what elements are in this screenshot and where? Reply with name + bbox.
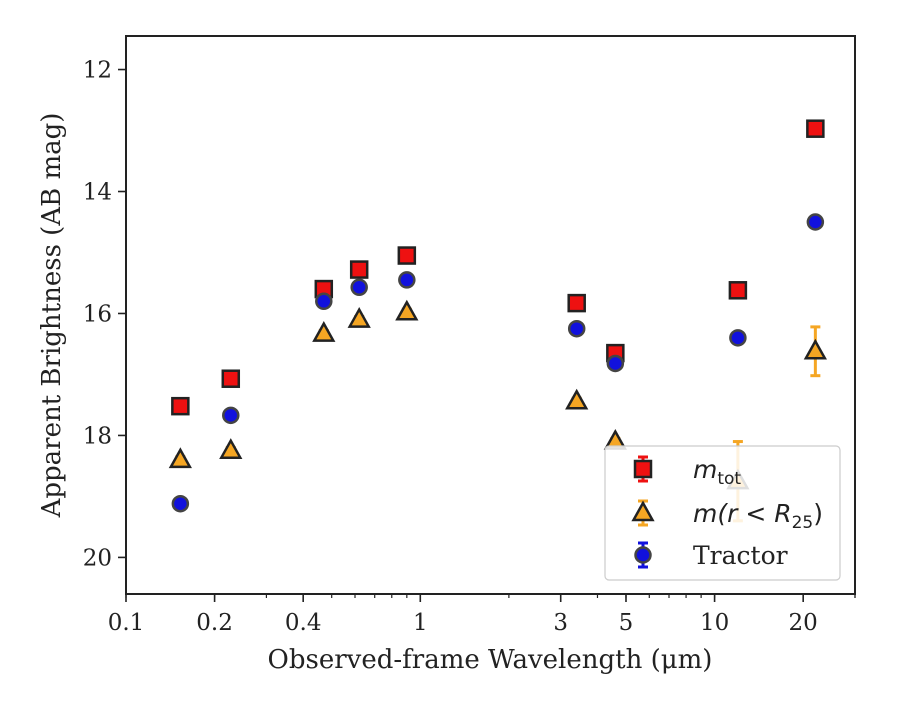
- tractor-point: [350, 278, 368, 297]
- x-tick-label: 20: [789, 610, 818, 636]
- m_r25-point: [395, 299, 419, 321]
- y-tick-label: 12: [83, 58, 112, 84]
- tractor-point: [315, 292, 333, 311]
- y-tick-label: 16: [83, 301, 112, 327]
- x-tick-label: 0.1: [108, 610, 145, 636]
- x-tick-label: 0.4: [285, 610, 322, 636]
- y-tick-label: 18: [83, 423, 112, 449]
- x-tick-label: 1: [413, 610, 428, 636]
- legend-marker-triangle: [631, 500, 655, 522]
- x-tick-label: 0.2: [196, 610, 233, 636]
- legend-entry-tractor: Tractor: [634, 541, 788, 570]
- tractor-point: [806, 213, 825, 231]
- series-m_tot: [171, 119, 825, 416]
- y-tick-label: 20: [83, 545, 112, 571]
- m_tot-point: [806, 119, 825, 138]
- x-tick-label: 5: [619, 610, 634, 636]
- plot-frame: [125, 35, 856, 595]
- y-axis-ticks: 12 14 16 18 20: [83, 58, 126, 571]
- legend-entry-m_r25: m(r < R25): [631, 499, 823, 533]
- legend: mtot m(r < R25) Tractor: [604, 445, 841, 581]
- x-axis-ticks: 0.1 0.2 0.4 1 3 5 10 20: [108, 594, 856, 636]
- legend-label: mtot: [693, 455, 741, 489]
- m_r25-point: [347, 307, 371, 328]
- tractor-point: [222, 406, 240, 425]
- m_tot-point: [171, 396, 190, 416]
- legend-entry-m_tot: mtot: [633, 455, 741, 489]
- m_r25-point: [219, 438, 243, 459]
- tractor-point: [567, 319, 586, 338]
- tractor-point: [606, 354, 625, 373]
- m_r25-point: [312, 321, 336, 342]
- series-tractor: [171, 213, 825, 513]
- tractor-point: [171, 494, 190, 513]
- legend-marker-circle: [634, 546, 652, 564]
- m_tot-point: [567, 293, 586, 313]
- m_r25-point: [168, 447, 192, 469]
- tractor-point: [398, 271, 416, 289]
- tractor-point: [729, 329, 747, 347]
- legend-label: m(r < R25): [693, 499, 823, 533]
- x-tick-label: 3: [553, 610, 568, 636]
- y-axis-label: Apparent Brightness (AB mag): [37, 113, 67, 519]
- m_tot-point: [221, 369, 241, 388]
- x-tick-label: 10: [700, 610, 729, 636]
- legend-marker-square: [633, 459, 653, 479]
- m_tot-point: [349, 260, 369, 279]
- y-tick-label: 14: [83, 180, 112, 206]
- m_r25-point: [803, 338, 827, 360]
- m_tot-point: [397, 246, 417, 265]
- m_tot-point: [728, 281, 748, 300]
- m_r25-point: [565, 388, 589, 410]
- legend-label: Tractor: [693, 541, 788, 570]
- legend-box: [604, 445, 841, 581]
- x-axis-label: Observed-frame Wavelength (μm): [268, 645, 713, 675]
- data-marks: [168, 119, 827, 523]
